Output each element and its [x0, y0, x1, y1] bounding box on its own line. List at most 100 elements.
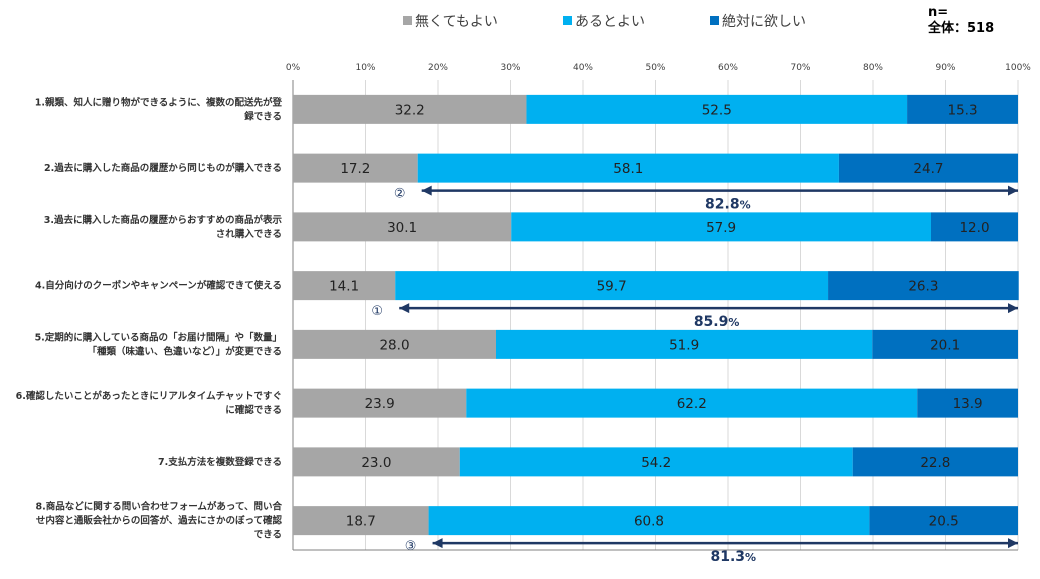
value-label: 22.8	[920, 455, 950, 471]
rank-badge: ③	[405, 539, 417, 554]
legend-label: 無くてもよい	[415, 14, 498, 30]
value-label: 57.9	[706, 220, 736, 236]
x-tick-label: 40%	[573, 63, 593, 73]
value-label: 51.9	[669, 337, 699, 353]
bar-segment	[852, 447, 1018, 477]
x-tick-label: 60%	[718, 63, 738, 73]
x-tick-label: 10%	[355, 63, 375, 73]
category-label: 5.定期的に購入している商品の「お届け間隔」や「数量」	[35, 331, 282, 343]
bar-segment	[466, 388, 918, 418]
legend-swatch	[563, 16, 572, 25]
x-tick-label: 20%	[428, 63, 448, 73]
rank-badge: ①	[371, 304, 383, 319]
arrow-head-left-icon	[432, 538, 443, 549]
category-label: 7.支払方法を複数登録できる	[158, 456, 282, 468]
value-label: 30.1	[387, 220, 417, 236]
value-label: 12.0	[959, 220, 989, 236]
sample-size-label: n= 全体：518	[927, 5, 994, 36]
legend-label: あるとよい	[575, 14, 645, 30]
category-label: 1.親類、知人に贈り物ができるように、複数の配送先が登	[35, 96, 283, 108]
x-tick-label: 30%	[500, 63, 520, 73]
sample-n-label: n=	[928, 5, 948, 20]
arrow-head-left-icon	[421, 185, 432, 196]
category-label: され購入できる	[216, 228, 282, 240]
value-label: 18.7	[346, 514, 376, 530]
annotation-total-label: 81.3%	[710, 549, 756, 565]
arrow-head-right-icon	[1008, 185, 1018, 196]
value-label: 23.0	[361, 455, 391, 471]
annotations: ② 82.8% ① 85.9% ③ 81.3%	[371, 185, 1018, 565]
value-label: 26.3	[908, 279, 938, 295]
category-label: 6.確認したいことがあったときにリアルタイムチャットですぐ	[16, 390, 282, 402]
value-label: 60.8	[634, 514, 664, 530]
legend-label: 絶対に欲しい	[722, 14, 806, 30]
value-label: 54.2	[641, 455, 671, 471]
value-label: 17.2	[340, 161, 370, 177]
value-label: 13.9	[953, 396, 983, 412]
bar-segment	[293, 212, 512, 242]
category-label: 3.過去に購入した商品の履歴からおすすめの商品が表示	[44, 214, 283, 226]
category-label: 8.商品などに関する問い合わせフォームがあって、問い合	[36, 501, 283, 513]
value-label: 24.7	[913, 161, 943, 177]
category-label: に確認できる	[225, 404, 282, 416]
bar-segment	[293, 329, 496, 359]
value-label: 32.2	[395, 102, 425, 118]
category-label: 「種類（味違い、色違いなど）」が変更できる	[87, 345, 282, 357]
legend-swatch	[710, 16, 719, 25]
bar-segment	[293, 388, 467, 418]
value-label: 59.7	[597, 279, 627, 295]
value-label: 23.9	[365, 396, 395, 412]
bar-segment	[293, 94, 527, 124]
arrow-head-right-icon	[1008, 303, 1018, 314]
bar-segment	[872, 329, 1018, 359]
arrow-head-right-icon	[1008, 538, 1018, 549]
bar-segment	[838, 153, 1018, 183]
bar-segment	[428, 506, 870, 536]
x-tick-label: 80%	[863, 63, 883, 73]
legend-swatch	[403, 16, 412, 25]
category-label: できる	[254, 530, 282, 541]
x-tick-label: 0%	[286, 63, 301, 73]
bar-segment	[526, 94, 908, 124]
bar-segment	[395, 271, 829, 301]
bar-segment	[417, 153, 839, 183]
value-label: 20.1	[930, 337, 960, 353]
rank-badge: ②	[394, 187, 406, 202]
bar-segment	[496, 329, 873, 359]
x-tick-label: 70%	[790, 63, 810, 73]
category-label: せ内容と通販会社からの回答が、過去にさかのぼって確認	[36, 515, 283, 527]
value-label: 58.1	[613, 161, 643, 177]
category-label: 録できる	[244, 110, 282, 122]
x-tick-label: 100%	[1005, 63, 1031, 73]
annotation-total-label: 85.9%	[694, 314, 740, 330]
x-tick-label: 90%	[935, 63, 955, 73]
value-labels: 32.2 52.5 15.3 17.2 58.1 24.7 30.1 57.9 12.0 14.1…	[329, 102, 989, 529]
bar-segment	[828, 271, 1019, 301]
value-label: 20.5	[929, 514, 959, 530]
bar-segment	[459, 447, 853, 477]
bars	[293, 94, 1019, 536]
bar-segment	[907, 94, 1018, 124]
value-label: 62.2	[677, 396, 707, 412]
value-label: 28.0	[379, 337, 409, 353]
sample-group-label: 全体：518	[927, 20, 994, 36]
bar-segment	[293, 447, 460, 477]
x-axis-ticks: 0% 10% 20% 30% 40% 50% 60% 70% 80% 90% 100%	[286, 63, 1031, 73]
bar-segment	[931, 212, 1018, 242]
value-label: 14.1	[329, 279, 359, 295]
category-label: 4.自分向けのクーポンやキャンペーンが確認できて使える	[35, 280, 282, 292]
legend: 無くてもよい あるとよい 絶対に欲しい	[403, 14, 806, 30]
bar-segment	[869, 506, 1018, 536]
bar-segment	[293, 271, 396, 301]
value-label: 15.3	[948, 102, 978, 118]
gridlines	[292, 80, 1019, 551]
bar-segment	[293, 153, 418, 183]
category-label: 2.過去に購入した商品の履歴から同じものが購入できる	[44, 162, 282, 174]
bar-segment	[917, 388, 1018, 418]
bar-segment	[511, 212, 931, 242]
value-label: 52.5	[702, 102, 732, 118]
arrow-head-left-icon	[399, 303, 410, 314]
bar-segment	[293, 506, 429, 536]
